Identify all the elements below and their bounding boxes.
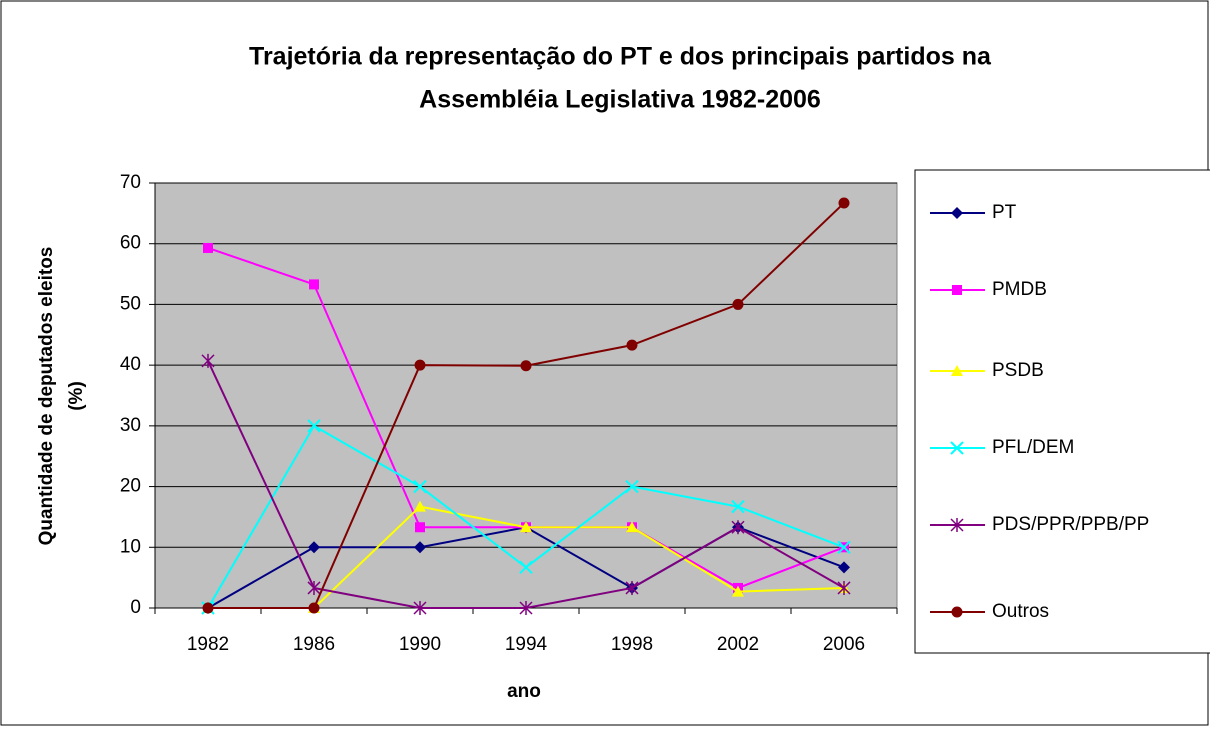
plot-area — [154, 182, 898, 609]
y-tick-label: 30 — [120, 415, 141, 436]
marker — [308, 602, 320, 614]
marker — [838, 561, 850, 574]
marker — [414, 500, 426, 512]
marker — [732, 585, 744, 597]
marker — [309, 279, 319, 290]
y-tick-label: 50 — [120, 293, 141, 314]
chart-title: Trajetória da representação do PT e dos … — [249, 43, 992, 71]
y-axis-label-line: (%) — [66, 381, 87, 411]
marker — [950, 441, 964, 455]
legend-box — [914, 169, 1210, 654]
y-tick-label: 10 — [120, 536, 141, 557]
marker — [625, 479, 639, 494]
marker — [950, 518, 964, 532]
x-tick-label: 1994 — [505, 634, 548, 655]
x-tick-label: 1986 — [293, 634, 335, 655]
marker — [837, 540, 851, 554]
y-axis-label: Quantidade de deputados eleitos (%) — [36, 247, 87, 546]
marker — [626, 521, 638, 533]
y-tick-label: 60 — [120, 233, 141, 254]
y-tick-label: 20 — [120, 476, 141, 497]
marker — [415, 522, 425, 533]
marker — [732, 298, 744, 310]
marker — [413, 479, 427, 494]
x-tick-label: 1982 — [187, 634, 229, 655]
chart-title: Assembléia Legislativa 1982-2006 — [419, 86, 821, 114]
y-tick-label: 40 — [120, 354, 141, 375]
marker — [307, 580, 321, 595]
marker — [951, 606, 963, 618]
legend-label: PMDB — [992, 279, 1047, 300]
marker — [838, 197, 850, 209]
marker — [414, 359, 426, 371]
x-axis-label: ano — [507, 681, 541, 702]
y-axis-label-line: Quantidade de deputados eleitos — [36, 247, 57, 546]
legend-label: PFL/DEM — [992, 437, 1074, 458]
marker — [625, 580, 639, 595]
x-tick-label: 2006 — [823, 634, 865, 655]
marker — [519, 560, 533, 575]
marker — [307, 419, 321, 433]
marker — [201, 353, 215, 368]
legend-label: PSDB — [992, 360, 1044, 381]
marker — [626, 339, 638, 351]
x-tick-label: 2002 — [717, 634, 759, 655]
marker — [308, 541, 320, 554]
y-tick-label: 70 — [120, 172, 141, 193]
marker — [414, 541, 426, 554]
marker — [520, 521, 532, 533]
marker — [413, 601, 427, 615]
marker — [519, 601, 533, 615]
legend-label: PDS/PPR/PPB/PP — [992, 514, 1149, 535]
marker — [731, 520, 745, 535]
legend-label: PT — [992, 202, 1017, 223]
marker — [952, 285, 962, 295]
marker — [520, 360, 532, 372]
marker — [202, 602, 214, 614]
y-tick-label: 0 — [130, 597, 141, 618]
marker — [951, 207, 963, 219]
marker — [731, 499, 745, 514]
marker — [837, 580, 851, 595]
x-tick-label: 1990 — [399, 634, 441, 655]
x-tick-label: 1998 — [611, 634, 653, 655]
legend-label: Outros — [992, 601, 1049, 622]
marker — [951, 365, 963, 376]
marker — [203, 242, 213, 253]
